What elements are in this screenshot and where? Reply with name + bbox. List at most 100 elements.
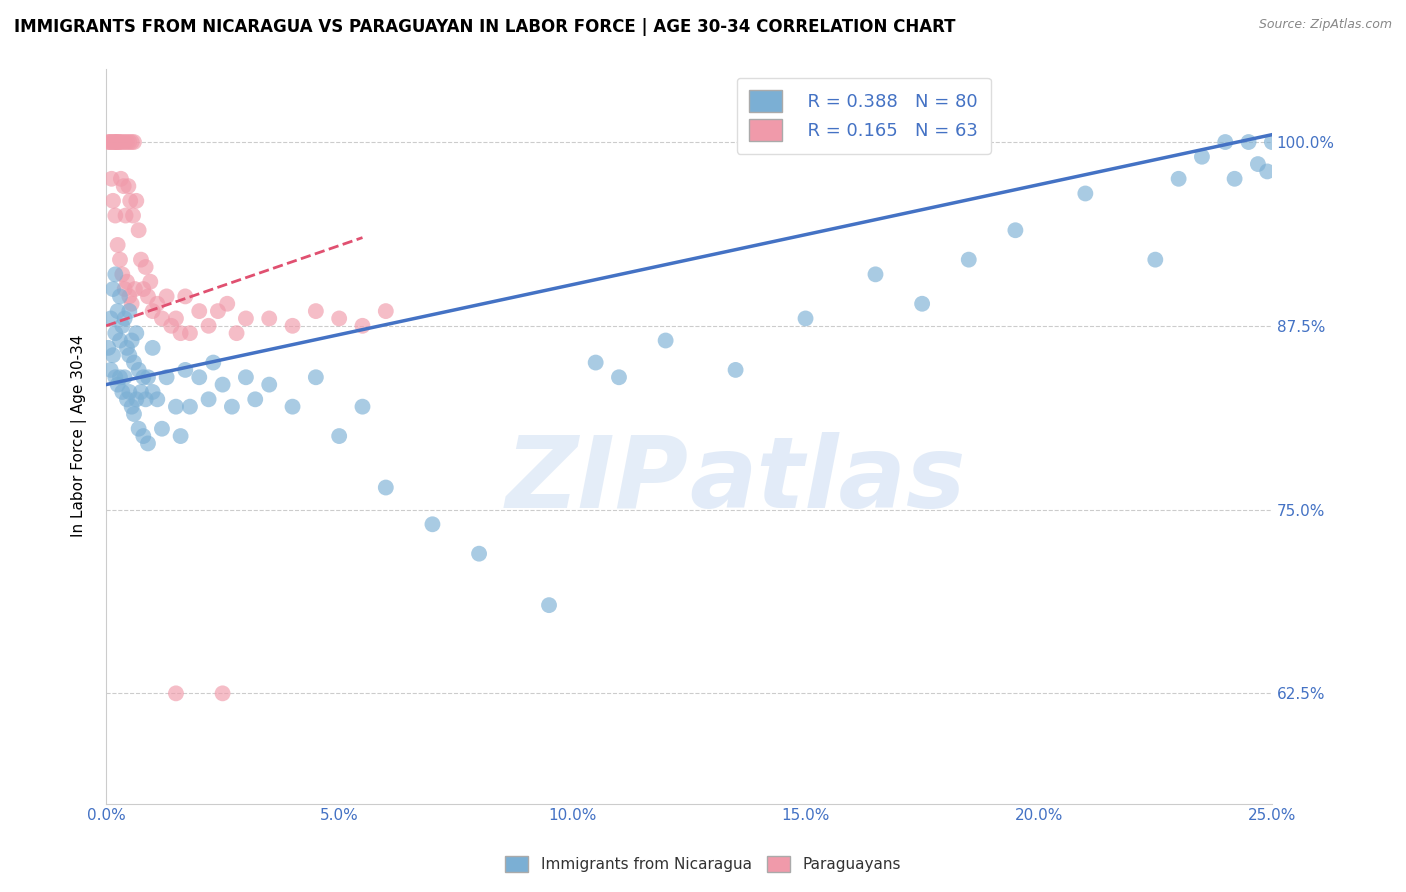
Point [328,429,350,443]
Point [118,348,141,362]
Point [108,252,131,267]
Point [328,311,350,326]
Point [911,297,934,311]
Point [352,318,374,333]
Point [125,326,148,340]
Point [1074,186,1097,201]
Point [146,297,169,311]
Point [142,341,165,355]
Point [114,370,136,384]
Point [305,304,328,318]
Point [197,392,219,407]
Point [211,377,233,392]
Point [129,252,152,267]
Point [104,326,127,340]
Y-axis label: In Labor Force | Age 30-34: In Labor Force | Age 30-34 [72,334,87,537]
Point [136,370,159,384]
Point [111,268,134,282]
Point [107,377,129,392]
Point [150,311,173,326]
Point [101,348,124,362]
Point [100,363,122,377]
Point [108,135,131,149]
Point [104,135,127,149]
Point [607,370,630,384]
Point [104,370,127,384]
Point [724,363,747,377]
Point [101,194,124,208]
Point [124,282,146,296]
Point [100,135,122,149]
Legend: Immigrants from Nicaragua, Paraguayans: Immigrants from Nicaragua, Paraguayans [498,848,908,880]
Point [179,400,201,414]
Point [142,384,165,399]
Point [115,275,138,289]
Point [97,341,120,355]
Point [135,392,157,407]
Point [374,481,396,495]
Point [136,289,159,303]
Point [121,334,143,348]
Point [122,407,145,421]
Point [128,422,150,436]
Point [112,179,135,194]
Point [235,370,257,384]
Point [132,370,155,384]
Point [118,289,141,303]
Point [142,304,165,318]
Point [108,289,131,303]
Text: Source: ZipAtlas.com: Source: ZipAtlas.com [1258,18,1392,31]
Point [165,400,187,414]
Point [1247,157,1270,171]
Point [104,209,127,223]
Point [188,370,211,384]
Point [132,282,155,296]
Point [101,282,124,296]
Point [118,384,141,399]
Point [281,400,304,414]
Point [865,268,887,282]
Point [115,341,138,355]
Point [211,686,233,700]
Point [120,194,142,208]
Point [165,311,187,326]
Point [100,311,122,326]
Point [101,135,124,149]
Point [305,370,328,384]
Point [135,260,157,274]
Point [136,436,159,450]
Point [108,370,131,384]
Point [104,268,127,282]
Point [125,194,148,208]
Point [111,318,134,333]
Point [245,392,267,407]
Point [125,392,148,407]
Point [468,547,491,561]
Point [1167,171,1189,186]
Point [108,135,131,149]
Point [160,318,183,333]
Point [257,377,280,392]
Point [117,179,139,194]
Point [352,400,374,414]
Point [115,135,138,149]
Point [132,429,155,443]
Point [97,135,120,149]
Point [150,422,173,436]
Point [1256,164,1278,178]
Point [105,135,128,149]
Point [129,384,152,399]
Point [107,304,129,318]
Point [1223,171,1246,186]
Point [257,311,280,326]
Point [422,517,444,532]
Point [122,355,145,369]
Point [114,135,136,149]
Point [235,311,257,326]
Point [174,363,197,377]
Point [114,209,136,223]
Point [146,392,169,407]
Point [1213,135,1236,149]
Point [121,400,143,414]
Point [118,135,141,149]
